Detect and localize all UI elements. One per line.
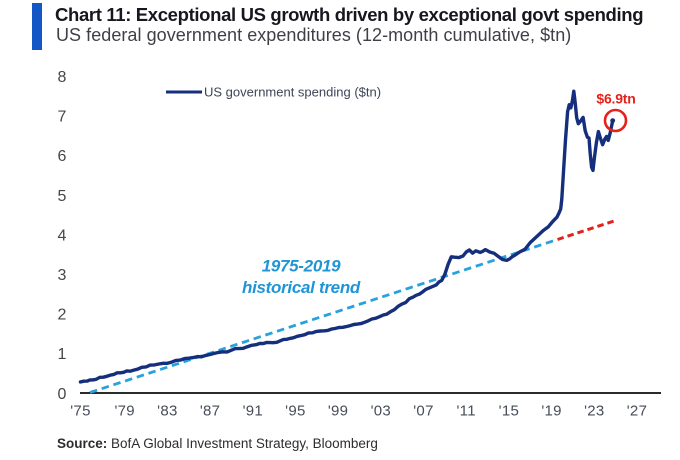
- svg-text:'19: '19: [541, 403, 561, 420]
- svg-text:2: 2: [58, 307, 67, 324]
- svg-text:5: 5: [58, 188, 67, 205]
- svg-text:6: 6: [58, 148, 67, 165]
- svg-text:4: 4: [58, 227, 67, 244]
- svg-text:'15: '15: [499, 403, 519, 420]
- svg-text:7: 7: [58, 109, 67, 126]
- svg-text:8: 8: [58, 69, 67, 86]
- svg-text:'07: '07: [413, 403, 433, 420]
- svg-text:'87: '87: [200, 403, 220, 420]
- svg-text:'83: '83: [157, 403, 177, 420]
- svg-text:'91: '91: [243, 403, 263, 420]
- svg-text:0: 0: [58, 386, 67, 403]
- svg-text:'23: '23: [584, 403, 604, 420]
- svg-text:'79: '79: [114, 403, 134, 420]
- svg-text:historical trend: historical trend: [242, 278, 361, 297]
- svg-text:$6.9tn: $6.9tn: [596, 91, 635, 107]
- svg-text:'03: '03: [371, 403, 391, 420]
- svg-text:'27: '27: [627, 403, 647, 420]
- svg-text:'95: '95: [285, 403, 305, 420]
- svg-text:'99: '99: [328, 403, 348, 420]
- svg-text:'11: '11: [457, 403, 476, 420]
- svg-text:1975-2019: 1975-2019: [262, 257, 341, 276]
- svg-text:1: 1: [58, 346, 67, 363]
- svg-text:US government spending ($tn): US government spending ($tn): [204, 85, 381, 100]
- svg-text:'75: '75: [70, 403, 90, 420]
- svg-text:3: 3: [58, 267, 67, 284]
